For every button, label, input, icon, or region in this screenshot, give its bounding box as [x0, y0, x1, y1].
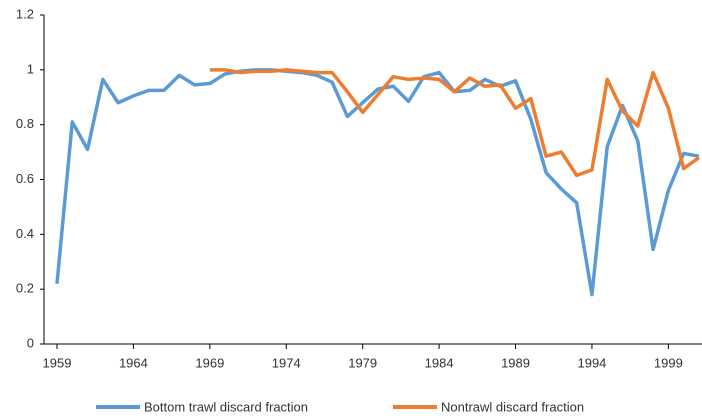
x-tick-label: 1974 — [272, 355, 301, 370]
y-tick-label: 1.2 — [16, 6, 34, 21]
y-tick-label: 0.4 — [16, 226, 34, 241]
x-tick-label: 1969 — [195, 355, 224, 370]
legend-label: Bottom trawl discard fraction — [144, 399, 308, 414]
x-tick-label: 1994 — [577, 355, 606, 370]
x-tick-label: 1984 — [425, 355, 454, 370]
x-tick-label: 1999 — [654, 355, 683, 370]
y-tick-label: 0 — [27, 335, 34, 350]
y-tick-label: 0.8 — [16, 116, 34, 131]
y-tick-label: 0.2 — [16, 281, 34, 296]
legend-label: Nontrawl discard fraction — [441, 399, 584, 414]
x-tick-label: 1959 — [43, 355, 72, 370]
y-tick-label: 0.6 — [16, 171, 34, 186]
x-tick-label: 1979 — [348, 355, 377, 370]
series-line — [55, 68, 700, 297]
x-tick-label: 1989 — [501, 355, 530, 370]
x-tick-label: 1964 — [119, 355, 148, 370]
y-tick-label: 1 — [27, 61, 34, 76]
series-line — [209, 68, 700, 178]
